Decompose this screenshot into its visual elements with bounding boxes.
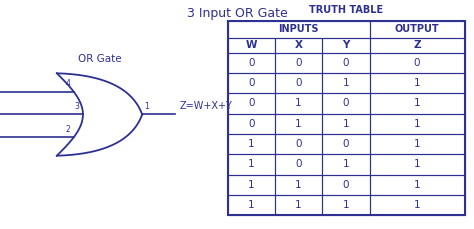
Bar: [228, 154, 275, 175]
Bar: [322, 53, 370, 73]
Bar: [228, 114, 275, 134]
Text: 1: 1: [343, 119, 349, 129]
Text: 0: 0: [343, 139, 349, 149]
Text: W: W: [246, 40, 257, 50]
Bar: [322, 175, 370, 195]
Text: 0: 0: [248, 119, 255, 129]
Bar: [228, 21, 465, 215]
Bar: [370, 53, 465, 73]
Bar: [228, 38, 275, 53]
Bar: [322, 38, 370, 53]
Bar: [370, 21, 465, 38]
Text: 1: 1: [414, 139, 420, 149]
Text: 1: 1: [248, 159, 255, 169]
Text: 0: 0: [295, 78, 302, 88]
Bar: [275, 93, 322, 114]
Bar: [370, 154, 465, 175]
Bar: [322, 134, 370, 154]
Bar: [322, 73, 370, 93]
Bar: [228, 175, 275, 195]
Text: 0: 0: [248, 98, 255, 109]
Bar: [370, 93, 465, 114]
Text: 1: 1: [414, 180, 420, 190]
Bar: [275, 73, 322, 93]
Text: OUTPUT: OUTPUT: [395, 24, 439, 34]
Text: 1: 1: [414, 78, 420, 88]
Text: INPUTS: INPUTS: [278, 24, 319, 34]
Text: 1: 1: [414, 119, 420, 129]
Text: X: X: [295, 40, 302, 50]
Bar: [228, 195, 275, 215]
Text: 0: 0: [414, 58, 420, 68]
Text: 1: 1: [343, 78, 349, 88]
Text: 1: 1: [295, 119, 302, 129]
Text: 0: 0: [295, 159, 302, 169]
Text: 0: 0: [343, 98, 349, 109]
Text: 1: 1: [414, 159, 420, 169]
Text: TRUTH TABLE: TRUTH TABLE: [309, 5, 383, 15]
Text: Z=W+X+Y: Z=W+X+Y: [180, 101, 233, 112]
Text: 1: 1: [145, 102, 149, 111]
Bar: [370, 38, 465, 53]
Bar: [275, 195, 322, 215]
Text: 1: 1: [248, 180, 255, 190]
Bar: [275, 134, 322, 154]
Text: 0: 0: [295, 139, 302, 149]
Bar: [228, 53, 275, 73]
Bar: [322, 93, 370, 114]
Bar: [228, 134, 275, 154]
Text: Y: Y: [342, 40, 350, 50]
Text: 0: 0: [343, 58, 349, 68]
Text: 1: 1: [248, 200, 255, 210]
Bar: [370, 195, 465, 215]
Text: 1: 1: [343, 159, 349, 169]
Text: 1: 1: [343, 200, 349, 210]
Bar: [322, 195, 370, 215]
Text: 3: 3: [74, 102, 79, 111]
Bar: [370, 73, 465, 93]
Bar: [370, 134, 465, 154]
Text: 1: 1: [414, 200, 420, 210]
Bar: [275, 53, 322, 73]
Text: 1: 1: [414, 98, 420, 109]
Text: Z: Z: [413, 40, 421, 50]
Bar: [322, 154, 370, 175]
Bar: [228, 73, 275, 93]
Text: 1: 1: [295, 98, 302, 109]
Text: 0: 0: [343, 180, 349, 190]
Text: 1: 1: [248, 139, 255, 149]
Text: 0: 0: [248, 78, 255, 88]
Text: 0: 0: [248, 58, 255, 68]
Text: 1: 1: [295, 180, 302, 190]
Bar: [322, 114, 370, 134]
Text: 3 Input OR Gate: 3 Input OR Gate: [187, 7, 287, 20]
Bar: [228, 21, 370, 38]
Bar: [275, 154, 322, 175]
Text: OR Gate: OR Gate: [78, 54, 121, 64]
Text: 2: 2: [65, 125, 70, 134]
Text: 0: 0: [295, 58, 302, 68]
Text: 1: 1: [295, 200, 302, 210]
Bar: [228, 93, 275, 114]
Bar: [370, 175, 465, 195]
Bar: [370, 114, 465, 134]
Bar: [275, 175, 322, 195]
Bar: [275, 114, 322, 134]
Text: 4: 4: [65, 79, 70, 88]
Bar: [275, 38, 322, 53]
